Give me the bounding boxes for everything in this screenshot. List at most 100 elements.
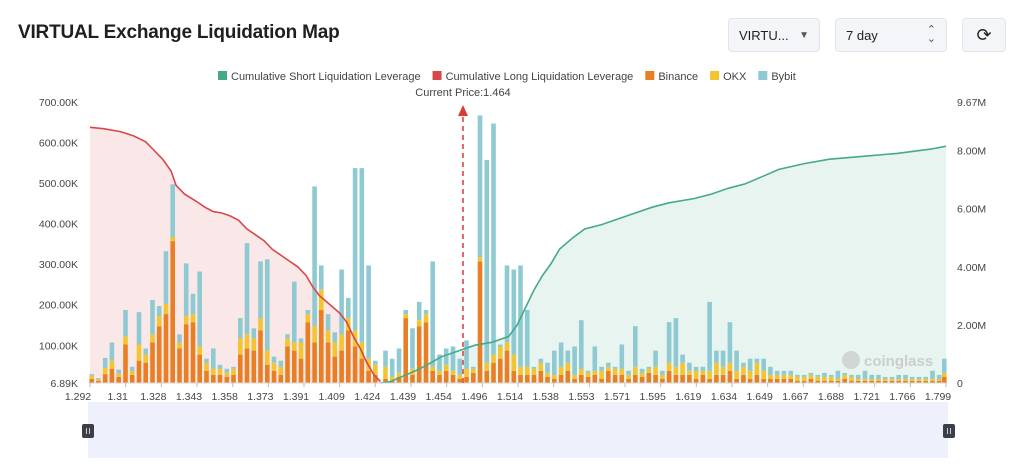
coinglass-wordmark: coinglass [864, 353, 933, 370]
binance-bar [170, 241, 175, 383]
bybit-bar [612, 366, 618, 369]
y-right-tick-label: 8.00M [957, 146, 986, 158]
okx-bar [788, 374, 793, 379]
binance-bar [680, 374, 685, 383]
bybit-bar [626, 370, 631, 375]
bybit-bar [143, 348, 148, 355]
caret-down-icon: ▼ [799, 29, 809, 41]
okx-bar [619, 368, 625, 375]
okx-bar [538, 362, 544, 371]
binance-bar [511, 370, 517, 383]
bybit-bar [666, 322, 672, 363]
bybit-bar [312, 186, 317, 327]
binance-bar [801, 381, 807, 383]
binance-bar [305, 322, 311, 383]
bybit-bar [450, 346, 456, 371]
zoom-slider[interactable] [82, 402, 955, 458]
okx-bar [842, 374, 847, 379]
y-right-tick-label: 4.00M [957, 262, 986, 274]
y-right-tick-label: 9.67M [957, 97, 986, 109]
binance-bar [491, 362, 496, 383]
bybit-bar [869, 374, 874, 379]
binance-bar [795, 381, 800, 383]
okx-bar [930, 378, 935, 381]
bybit-bar [815, 374, 820, 377]
binance-bar [464, 376, 469, 383]
okx-bar [707, 370, 712, 379]
bybit-bar [471, 366, 476, 369]
bybit-bar [504, 265, 510, 343]
bybit-bar [842, 372, 847, 375]
okx-bar [761, 370, 766, 379]
period-select[interactable]: 7 day ⌃ ⌄ [835, 18, 947, 52]
okx-bar [389, 376, 395, 381]
binance-bar [423, 322, 429, 383]
bybit-bar [464, 340, 469, 369]
binance-bar [754, 374, 760, 383]
okx-bar [720, 366, 726, 375]
okx-bar [606, 366, 611, 371]
refresh-button[interactable]: ⟳ [962, 18, 1006, 52]
binance-bar [319, 310, 324, 383]
okx-bar [423, 314, 429, 323]
bybit-bar [942, 358, 947, 373]
bybit-bar [484, 160, 490, 363]
coinglass-logo-icon [842, 351, 860, 369]
bybit-bar [714, 350, 719, 363]
okx-bar [396, 372, 402, 377]
binance-bar [403, 318, 408, 383]
okx-bar [471, 368, 476, 373]
binance-bar [815, 381, 820, 383]
x-tick-label: 1.595 [640, 391, 666, 403]
bybit-bar [822, 372, 827, 377]
binance-bar [177, 348, 182, 383]
y-left-tick-label: 500.00K [39, 178, 78, 190]
bybit-bar [423, 310, 429, 315]
bybit-bar [889, 376, 895, 379]
binance-bar [278, 374, 284, 383]
bybit-bar [430, 261, 435, 367]
okx-bar [626, 374, 631, 379]
bybit-bar [403, 310, 408, 315]
bybit-bar [518, 265, 523, 367]
bybit-bar [761, 358, 766, 371]
binance-bar [244, 348, 250, 383]
x-tick-label: 1.649 [747, 391, 773, 403]
bybit-bar [352, 168, 358, 331]
legend-label: OKX [723, 71, 747, 83]
binance-bar [558, 374, 564, 383]
bybit-bar [383, 350, 388, 367]
x-tick-label: 1.391 [283, 391, 309, 403]
binance-bar [889, 381, 895, 383]
bybit-bar [660, 370, 665, 375]
bybit-bar [437, 354, 442, 371]
binance-bar [768, 378, 773, 383]
x-tick-label: 1.688 [818, 391, 844, 403]
okx-bar [518, 366, 523, 375]
binance-bar [183, 324, 189, 383]
binance-bar [660, 378, 665, 383]
bybit-bar [163, 251, 169, 304]
bybit-bar [835, 370, 841, 379]
okx-bar [801, 376, 807, 381]
bybit-bar [882, 376, 888, 379]
okx-bar [903, 378, 908, 381]
x-tick-label: 1.292 [65, 391, 91, 403]
binance-bar [197, 354, 202, 383]
okx-bar [298, 342, 304, 359]
symbol-select[interactable]: VIRTU... ▼ [728, 18, 820, 52]
bybit-bar [707, 301, 712, 371]
binance-bar [366, 370, 371, 383]
okx-bar [258, 318, 263, 331]
bybit-bar [531, 366, 537, 369]
binance-bar [211, 374, 216, 383]
bybit-bar [156, 306, 162, 317]
okx-bar [808, 374, 814, 379]
binance-bar [828, 381, 834, 383]
legend-label: Cumulative Short Liquidation Leverage [231, 71, 421, 83]
binance-bar [116, 376, 121, 383]
binance-bar [808, 378, 814, 383]
bybit-bar [747, 358, 753, 371]
okx-bar [572, 374, 577, 379]
bybit-bar [305, 310, 311, 315]
